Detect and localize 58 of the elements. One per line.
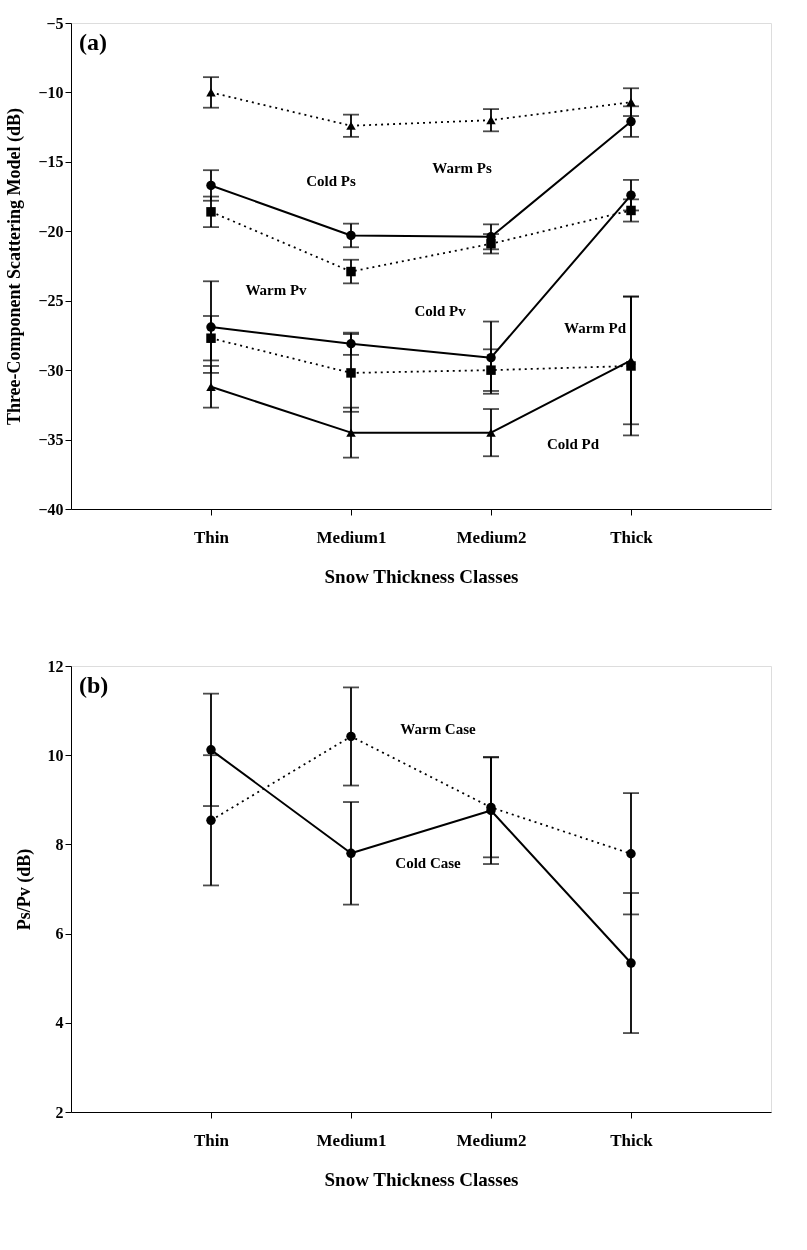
y-tick-label: 4 <box>55 1014 64 1032</box>
point <box>346 230 356 241</box>
point <box>626 958 636 968</box>
y-tick-label: 6 <box>55 925 64 943</box>
y-tick-label: −40 <box>38 500 64 518</box>
y-tick-label: 10 <box>47 746 64 764</box>
point <box>486 365 496 375</box>
y-tick-label: −35 <box>38 431 64 449</box>
y-axis-title: Three-Component Scattering Model (dB) <box>4 107 26 426</box>
x-tick-label: Thin <box>194 1130 230 1150</box>
annotation: Cold Ps <box>306 173 356 189</box>
y-tick-label: 12 <box>47 657 64 675</box>
y-tick-label: −10 <box>38 83 64 101</box>
annotation: (a) <box>79 29 107 55</box>
y-tick-label: 2 <box>55 1103 64 1121</box>
point <box>206 745 216 755</box>
x-axis-title: Snow Thickness Classes <box>324 1168 519 1190</box>
y-tick-label: −5 <box>46 14 64 32</box>
x-tick-label: Medium1 <box>316 527 387 547</box>
point <box>346 121 356 130</box>
x-tick-label: Medium2 <box>456 527 527 547</box>
point <box>346 848 356 859</box>
y-axis-title: Ps/Pv (dB) <box>13 848 35 931</box>
point <box>206 382 216 391</box>
x-tick-label: Thin <box>194 527 230 547</box>
annotation: Warm Case <box>400 721 477 737</box>
point <box>346 731 356 742</box>
annotation: (b) <box>79 672 109 698</box>
y-tick-label: −30 <box>38 361 64 379</box>
point <box>346 266 356 277</box>
point <box>346 428 356 437</box>
point <box>486 116 496 125</box>
annotation: Cold Pv <box>414 303 467 319</box>
point <box>206 88 216 97</box>
point <box>486 239 496 249</box>
x-axis-title: Snow Thickness Classes <box>324 565 519 587</box>
annotation: Cold Case <box>395 855 462 871</box>
x-tick-label: Medium2 <box>456 1130 527 1150</box>
y-tick-label: −25 <box>38 292 64 310</box>
point <box>206 815 216 826</box>
point <box>626 190 636 200</box>
annotation: Warm Pd <box>563 320 627 336</box>
annotation: Warm Pv <box>245 282 308 298</box>
y-tick-label: −20 <box>38 222 64 240</box>
x-tick-label: Medium1 <box>316 1130 387 1150</box>
point <box>346 368 356 378</box>
point <box>486 428 496 437</box>
x-tick-label: Thick <box>610 527 654 547</box>
x-tick-label: Thick <box>610 1130 654 1150</box>
point <box>206 180 216 191</box>
annotation: Cold Pd <box>546 436 600 452</box>
y-tick-label: 8 <box>55 835 64 853</box>
point <box>626 849 636 859</box>
annotation: Warm Ps <box>432 160 492 176</box>
y-tick-label: −15 <box>38 153 64 171</box>
point <box>206 207 216 217</box>
point <box>206 333 216 343</box>
point <box>626 116 636 127</box>
